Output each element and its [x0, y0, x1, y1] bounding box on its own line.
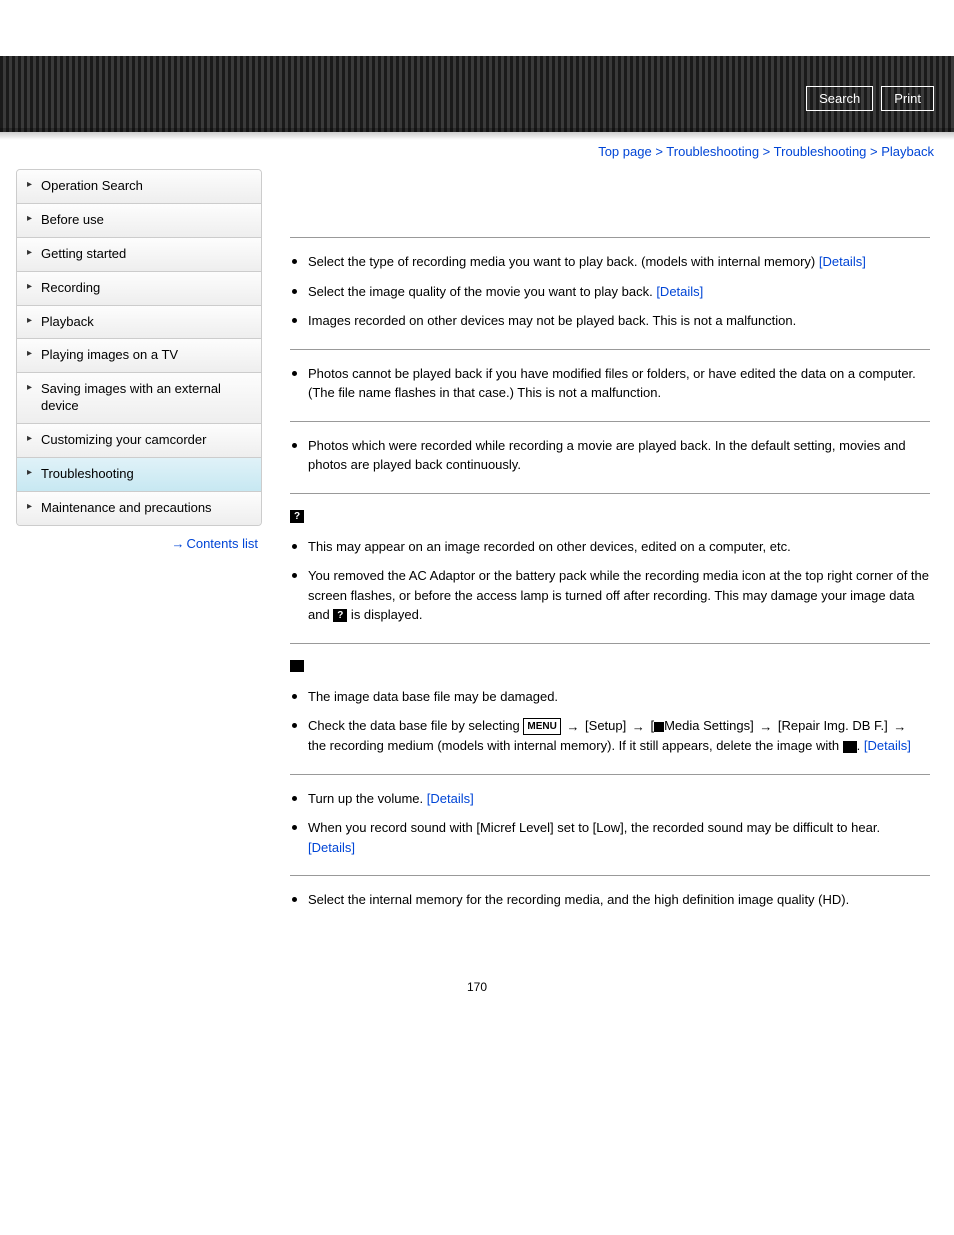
breadcrumb-sep: >: [763, 144, 771, 159]
section-divider: [290, 875, 930, 876]
arrow-icon: →: [893, 717, 906, 737]
sidebar-item-playing-tv[interactable]: Playing images on a TV: [17, 339, 261, 373]
list-item: Check the data base file by selecting ME…: [290, 716, 930, 756]
sidebar-item-saving-images[interactable]: Saving images with an external device: [17, 373, 261, 424]
breadcrumb-top[interactable]: Top page: [598, 144, 652, 159]
section-internal-memory: Select the internal memory for the recor…: [290, 890, 930, 910]
media-icon: [654, 722, 664, 732]
question-icon: ?: [333, 609, 347, 622]
list-item: Select the image quality of the movie yo…: [290, 282, 930, 302]
list-item: The image data base file may be damaged.: [290, 687, 930, 707]
sidebar-item-operation-search[interactable]: Operation Search: [17, 170, 261, 204]
details-link[interactable]: [Details]: [864, 738, 911, 753]
section-divider: [290, 493, 930, 494]
sidebar-item-getting-started[interactable]: Getting started: [17, 238, 261, 272]
image-db-icon: [290, 660, 304, 672]
sidebar-item-maintenance[interactable]: Maintenance and precautions: [17, 492, 261, 525]
section-db-damaged: The image data base file may be damaged.…: [290, 687, 930, 756]
search-button[interactable]: Search: [806, 86, 873, 111]
contents-list-link[interactable]: Contents list: [186, 536, 258, 551]
breadcrumb-sep: >: [870, 144, 878, 159]
details-link[interactable]: [Details]: [656, 284, 703, 299]
sidebar-item-customizing[interactable]: Customizing your camcorder: [17, 424, 261, 458]
sidebar-item-before-use[interactable]: Before use: [17, 204, 261, 238]
arrow-icon: →: [171, 536, 184, 551]
section-divider: [290, 643, 930, 644]
question-icon: ?: [290, 510, 304, 523]
menu-icon: MENU: [523, 718, 560, 735]
section-question-icon: This may appear on an image recorded on …: [290, 537, 930, 625]
section-images-cannot-play: Select the type of recording media you w…: [290, 252, 930, 331]
list-item: Select the type of recording media you w…: [290, 252, 930, 272]
section-sound: Turn up the volume. [Details] When you r…: [290, 789, 930, 858]
sidebar: Operation Search Before use Getting star…: [16, 169, 262, 920]
breadcrumb-sep: >: [655, 144, 663, 159]
header-banner: Search Print: [0, 56, 954, 132]
arrow-icon: →: [566, 717, 579, 737]
section-divider: [290, 349, 930, 350]
list-item: You removed the AC Adaptor or the batter…: [290, 566, 930, 625]
list-item: Images recorded on other devices may not…: [290, 311, 930, 331]
list-item: Select the internal memory for the recor…: [290, 890, 930, 910]
delete-icon: [843, 741, 857, 753]
sidebar-item-troubleshooting[interactable]: Troubleshooting: [17, 458, 261, 492]
sidebar-item-recording[interactable]: Recording: [17, 272, 261, 306]
breadcrumb-troubleshooting-1[interactable]: Troubleshooting: [666, 144, 759, 159]
arrow-icon: →: [632, 717, 645, 737]
details-link[interactable]: [Details]: [308, 840, 355, 855]
section-divider: [290, 237, 930, 238]
print-button[interactable]: Print: [881, 86, 934, 111]
list-item: Turn up the volume. [Details]: [290, 789, 930, 809]
list-item: This may appear on an image recorded on …: [290, 537, 930, 557]
section-photos-auto-play: Photos which were recorded while recordi…: [290, 436, 930, 475]
list-item: Photos cannot be played back if you have…: [290, 364, 930, 403]
sidebar-item-playback[interactable]: Playback: [17, 306, 261, 340]
section-photos-cannot-play: Photos cannot be played back if you have…: [290, 364, 930, 403]
page-number: 170: [0, 960, 954, 1014]
main-content: Select the type of recording media you w…: [262, 169, 938, 920]
list-item: When you record sound with [Micref Level…: [290, 818, 930, 857]
breadcrumb-troubleshooting-2[interactable]: Troubleshooting: [774, 144, 867, 159]
details-link[interactable]: [Details]: [819, 254, 866, 269]
nav-list: Operation Search Before use Getting star…: [16, 169, 262, 526]
details-link[interactable]: [Details]: [427, 791, 474, 806]
breadcrumb-current: Playback: [881, 144, 934, 159]
arrow-icon: →: [759, 717, 772, 737]
section-divider: [290, 421, 930, 422]
section-divider: [290, 774, 930, 775]
list-item: Photos which were recorded while recordi…: [290, 436, 930, 475]
